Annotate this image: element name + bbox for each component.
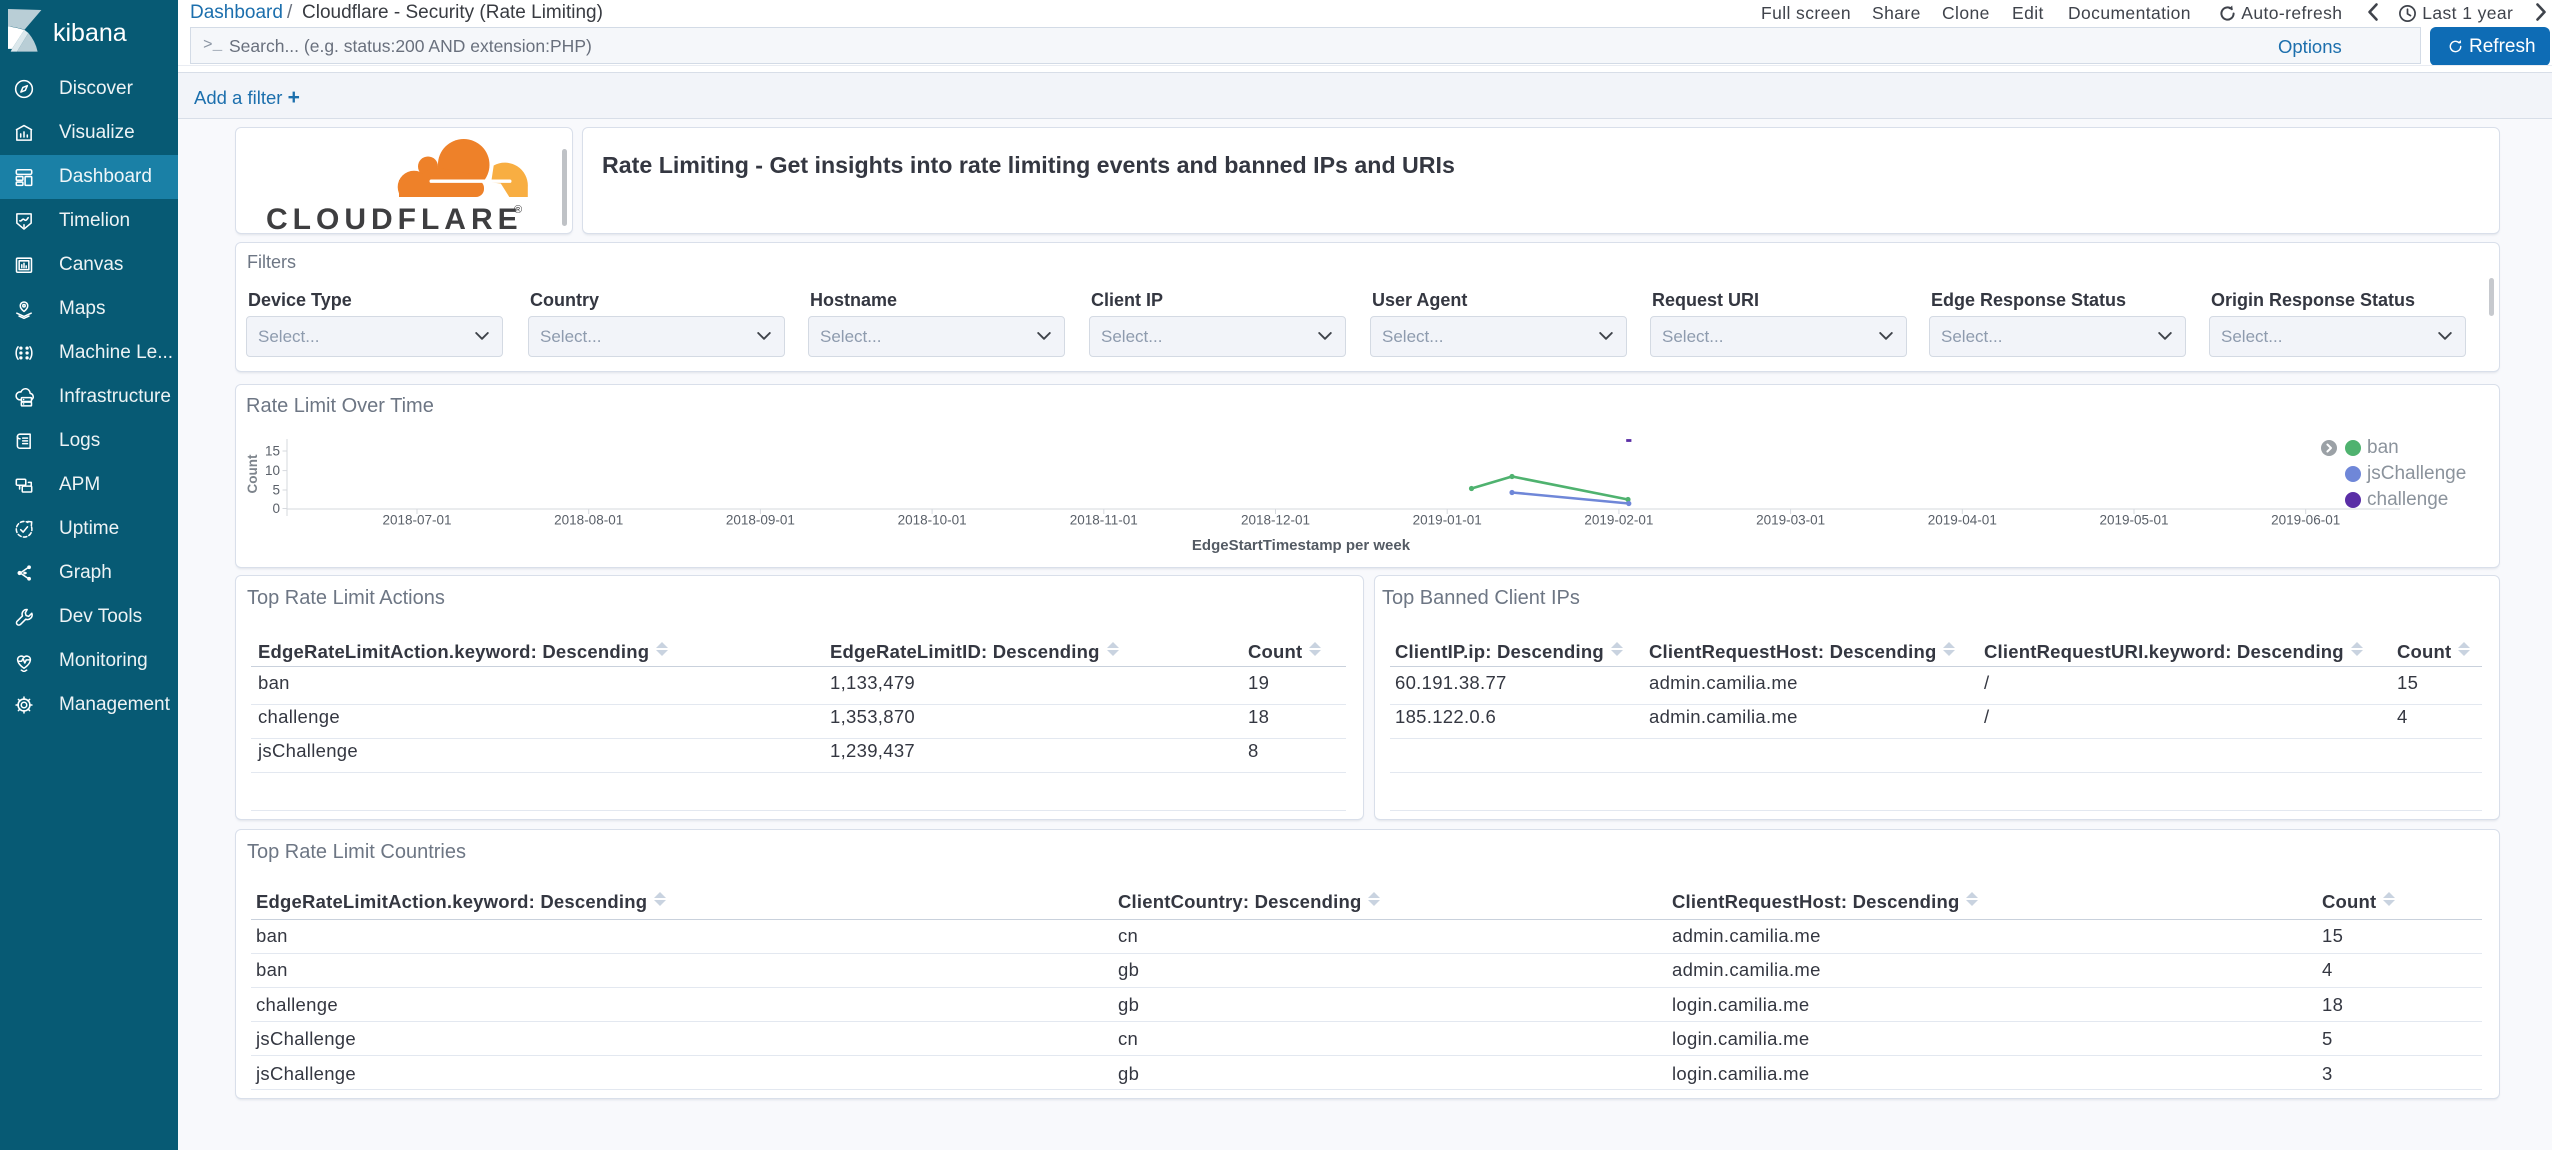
svg-text:2018-09-01: 2018-09-01 — [726, 513, 795, 528]
svg-text:2018-11-01: 2018-11-01 — [1070, 513, 1138, 528]
svg-text:EdgeStartTimestamp per week: EdgeStartTimestamp per week — [1192, 537, 1411, 554]
svg-text:2019-06-01: 2019-06-01 — [2271, 513, 2340, 528]
svg-text:2018-07-01: 2018-07-01 — [382, 513, 451, 528]
svg-text:2018-12-01: 2018-12-01 — [1241, 513, 1310, 528]
svg-text:10: 10 — [265, 463, 280, 478]
svg-text:2019-03-01: 2019-03-01 — [1756, 513, 1825, 528]
svg-text:2019-02-01: 2019-02-01 — [1584, 513, 1653, 528]
svg-text:15: 15 — [265, 444, 280, 459]
svg-text:Count: Count — [245, 454, 260, 493]
svg-text:0: 0 — [272, 501, 280, 516]
svg-text:2019-04-01: 2019-04-01 — [1928, 513, 1997, 528]
svg-text:2018-10-01: 2018-10-01 — [898, 513, 967, 528]
svg-text:2019-01-01: 2019-01-01 — [1413, 513, 1482, 528]
svg-text:2018-08-01: 2018-08-01 — [554, 513, 623, 528]
svg-text:2019-05-01: 2019-05-01 — [2099, 513, 2168, 528]
svg-text:5: 5 — [272, 483, 280, 498]
